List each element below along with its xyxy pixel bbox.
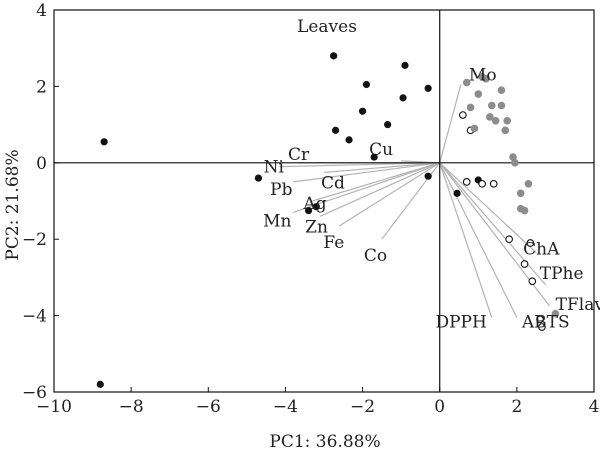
y-tick-label: 0	[36, 154, 47, 174]
point-filled-black	[100, 138, 108, 146]
point-filled-gray	[524, 180, 533, 188]
plot-frame	[53, 9, 595, 393]
point-filled-gray	[511, 159, 519, 167]
point-open	[520, 260, 529, 268]
loading-line-fe	[339, 162, 441, 227]
point-filled-black	[96, 380, 104, 388]
x-tick-label: 2	[511, 397, 522, 417]
point-filled-gray	[503, 116, 512, 125]
point-filled-black	[330, 52, 338, 60]
loading-line-cha	[439, 162, 537, 254]
loading-line-pb	[293, 162, 440, 183]
loading-line-ni	[279, 162, 440, 168]
point-open	[478, 179, 486, 188]
point-filled-gray	[497, 86, 506, 95]
loading-label-tphe: TPhe	[540, 264, 584, 284]
point-filled-gray	[462, 78, 471, 87]
point-filled-gray	[520, 206, 529, 215]
loading-label-co: Co	[364, 246, 387, 266]
panel-title: Leaves	[297, 17, 357, 37]
x-tick-label: 0	[434, 397, 445, 417]
point-filled-gray	[497, 101, 506, 110]
ticks: −10 −8 −6 −4 −2 0 2 4 −6 −4 −2 0 2 4	[22, 1, 599, 417]
point-open	[505, 235, 513, 244]
loading-label-cr: Cr	[288, 145, 310, 165]
point-filled-black	[331, 126, 340, 134]
axes	[53, 9, 595, 393]
loading-label-mn: Mn	[263, 211, 291, 231]
loading-label-ag: Ag	[302, 194, 326, 214]
point-filled-gray	[491, 116, 500, 125]
point-filled-gray	[487, 101, 496, 110]
point-filled-black	[384, 121, 392, 129]
point-filled-gray	[466, 103, 475, 112]
point-filled-black	[304, 206, 313, 215]
loading-line-dpph	[439, 162, 493, 318]
x-tick-label: −6	[196, 397, 221, 417]
loading-line-zn	[319, 162, 440, 217]
point-filled-gray	[470, 124, 479, 133]
loading-label-ni: Ni	[264, 158, 285, 178]
loading-line-abts	[439, 162, 518, 318]
x-tick-label: 4	[589, 397, 600, 417]
loading-label-cu: Cu	[369, 140, 393, 160]
point-open	[538, 323, 546, 331]
point-filled-gray	[486, 113, 494, 121]
x-tick-label: −10	[36, 397, 72, 417]
loading-line-ag	[312, 162, 440, 202]
point-filled-black	[401, 61, 409, 69]
loading-line-cd	[323, 162, 440, 173]
point-filled-black	[424, 172, 432, 180]
loading-label-cd: Cd	[321, 173, 345, 193]
loading-label-dpph: DPPH	[435, 313, 486, 333]
x-tick-label: −2	[350, 397, 375, 417]
y-axis-title: PC2: 21.68%	[3, 149, 23, 260]
y-tick-label: 4	[36, 1, 47, 21]
point-open	[536, 315, 544, 324]
point-filled-black	[370, 153, 378, 161]
loading-label-abts: ABTS	[521, 313, 570, 333]
point-open	[489, 179, 498, 188]
point-open	[526, 239, 535, 247]
loading-label-fe: Fe	[323, 233, 344, 253]
x-tick-label: −4	[273, 397, 298, 417]
point-filled-gray	[482, 74, 490, 83]
point-filled-gray	[516, 189, 525, 198]
loading-label-zn: Zn	[305, 217, 328, 237]
loading-label-pb: Pb	[270, 180, 292, 200]
point-filled-gray	[501, 126, 510, 135]
point-filled-black	[312, 203, 320, 211]
score-points	[96, 52, 560, 388]
point-filled-black	[345, 136, 353, 144]
y-tick-label: −4	[22, 307, 47, 327]
point-open	[528, 277, 537, 286]
point-filled-black	[424, 84, 432, 92]
point-filled-black	[362, 80, 371, 89]
point-filled-gray	[474, 90, 483, 98]
loading-label-mo: Mo	[469, 65, 497, 85]
point-filled-black	[254, 174, 263, 182]
point-filled-black	[399, 94, 407, 102]
point-filled-gray	[509, 153, 517, 161]
loading-label-cha: ChA	[523, 240, 560, 260]
x-axis-title: PC1: 36.88%	[269, 432, 380, 452]
loading-label-tflav: TFlav	[556, 295, 600, 315]
y-tick-label: −6	[22, 383, 47, 403]
point-filled-black	[453, 189, 461, 197]
loading-line-mo	[439, 84, 462, 163]
y-tick-label: 2	[36, 77, 47, 97]
x-tick-label: −8	[119, 397, 144, 417]
point-filled-gray	[551, 309, 560, 318]
point-open	[459, 111, 467, 119]
point-filled-black	[358, 107, 367, 115]
y-tick-label: −2	[22, 230, 47, 250]
point-open	[462, 178, 471, 186]
